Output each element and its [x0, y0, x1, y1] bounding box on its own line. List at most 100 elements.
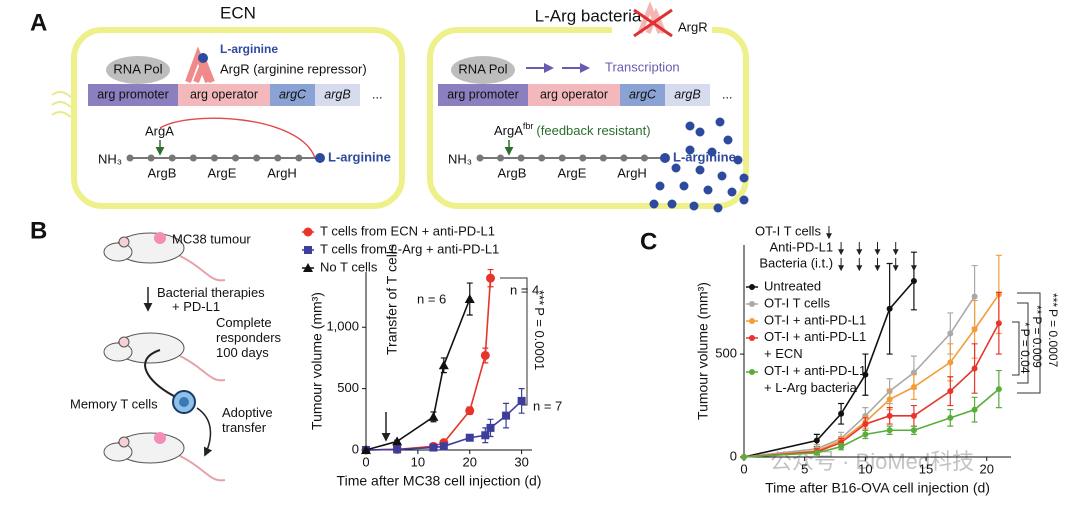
enzyme: ArgA	[145, 123, 174, 138]
arginine-dot	[685, 121, 695, 131]
line: responders	[216, 330, 282, 345]
p-value: *** P = 0.0007	[1046, 293, 1060, 368]
panel-label: B	[30, 217, 47, 244]
arginine-dot	[679, 181, 689, 191]
gene: argC	[629, 87, 657, 101]
y-tick-label: 1,000	[326, 319, 359, 334]
marker	[886, 305, 893, 312]
mice	[103, 232, 226, 482]
intermediate	[168, 154, 176, 162]
cell	[71, 27, 405, 209]
arginine-dot	[713, 203, 723, 213]
gene: ...	[722, 87, 732, 101]
x-tick-label: 10	[411, 454, 425, 469]
cells-label: Memory T cells	[70, 396, 158, 411]
arginine-dot	[689, 201, 699, 211]
marker	[910, 412, 917, 419]
legend-marker	[303, 227, 313, 237]
arginine-dot	[707, 147, 717, 157]
marker	[813, 437, 820, 444]
arginine-dot	[723, 135, 733, 145]
p-value: **P = 0.009	[1030, 305, 1044, 368]
marker	[995, 386, 1002, 393]
enzyme-step: ArgB	[498, 165, 527, 180]
enzyme-sup: fbr	[523, 121, 534, 131]
marker	[838, 410, 845, 417]
substrate: NH₃	[98, 151, 122, 166]
line: Adoptive	[222, 405, 273, 420]
marker	[517, 396, 526, 405]
annotation: Transfer of T cells	[384, 244, 400, 355]
link	[144, 349, 179, 399]
intermediate	[620, 154, 628, 162]
marker	[910, 384, 917, 391]
intermediate	[599, 154, 607, 162]
rna-pol-label: RNA Pol	[113, 61, 162, 76]
marker	[862, 421, 869, 428]
gene-box	[665, 84, 710, 106]
dosing-label: Anti-PD-L1	[770, 239, 834, 254]
series-line	[743, 296, 976, 458]
marker	[910, 278, 917, 285]
marker	[428, 411, 439, 421]
pathway: NH₃ ArgB ArgE ArgH L-arginine	[98, 149, 391, 180]
step-label: Complete responders 100 days	[216, 315, 282, 360]
marker	[502, 411, 511, 420]
marker	[429, 443, 438, 452]
x-tick-label: 10	[858, 461, 872, 476]
line: OT-I + anti-PD-L1	[764, 363, 870, 378]
arginine-dot	[739, 195, 749, 205]
line: + PD-L1	[172, 299, 220, 314]
arginine	[198, 53, 208, 63]
line: transfer	[222, 420, 267, 435]
marker	[741, 454, 747, 460]
line: 100 days	[216, 345, 269, 360]
line: + ECN	[764, 346, 803, 361]
annotation: n = 7	[533, 398, 562, 413]
gene-box	[620, 84, 665, 106]
y-axis-label: Tumour volume (mm³)	[695, 282, 711, 420]
mouse-tail	[179, 255, 226, 282]
gene: argB	[674, 87, 700, 101]
marker	[464, 294, 475, 304]
intermediate	[126, 154, 134, 162]
gene: argC	[279, 87, 307, 101]
stars: *	[1018, 322, 1032, 327]
marker	[971, 365, 978, 372]
marker	[486, 273, 495, 283]
mouse-ear	[118, 336, 130, 348]
marker	[486, 423, 495, 432]
tumour	[154, 232, 166, 244]
product: L-arginine	[328, 149, 391, 164]
tumour	[154, 432, 166, 444]
mouse-head	[103, 442, 133, 462]
arginine-dot	[695, 165, 705, 175]
gene: arg promoter	[97, 87, 169, 101]
marker	[862, 371, 869, 378]
stats: *** P = 0.0007**P = 0.009* P = 0.04	[1018, 293, 1060, 374]
mouse-head	[103, 242, 133, 262]
process: Transcription	[605, 59, 680, 74]
cell-title: ECN	[220, 3, 256, 22]
deleted-label: ArgR	[678, 19, 708, 34]
intermediate	[660, 153, 670, 163]
gene-box	[438, 84, 528, 106]
gene: arg operator	[190, 87, 258, 101]
marker	[910, 427, 917, 434]
enzyme-name: ArgA	[494, 123, 523, 138]
marker	[995, 320, 1002, 327]
arginine-dot	[733, 155, 743, 165]
marker	[439, 442, 448, 451]
gene: ...	[372, 87, 382, 101]
legend-marker	[749, 301, 755, 307]
legend-label: OT-I + anti-PD-L1 + ECN	[764, 329, 870, 361]
mouse-ear	[118, 236, 130, 248]
t-cell-core	[179, 397, 189, 407]
product: L-arginine	[673, 149, 736, 164]
y-tick-label: 500	[715, 346, 737, 361]
line: + L-Arg bacteria	[764, 380, 858, 395]
marker	[947, 359, 954, 366]
tumour-label: MC38 tumour	[172, 231, 251, 246]
bracket	[500, 277, 528, 406]
panel-label: C	[640, 228, 657, 255]
